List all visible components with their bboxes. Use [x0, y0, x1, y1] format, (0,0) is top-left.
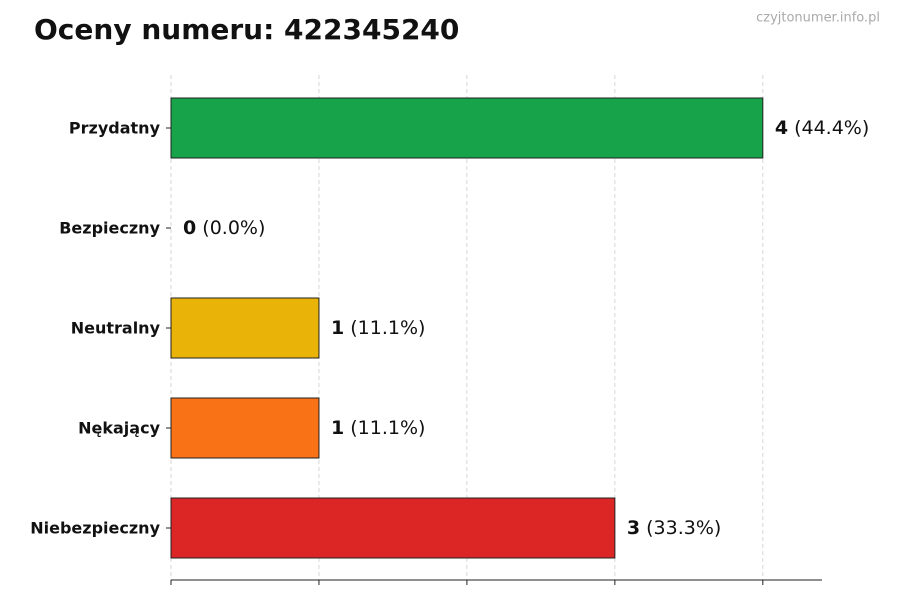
value-percent: (11.1%) — [350, 417, 425, 439]
value-percent: (11.1%) — [350, 317, 425, 339]
bar — [170, 97, 764, 159]
value-number: 3 — [627, 517, 640, 539]
value-number: 1 — [331, 317, 344, 339]
value-label: 1 (11.1%) — [331, 417, 425, 439]
bar — [170, 397, 320, 459]
y-tick-label: Bezpieczny — [59, 219, 160, 238]
value-percent: (44.4%) — [794, 117, 869, 139]
y-tick-label: Nękający — [78, 419, 160, 438]
value-label: 1 (11.1%) — [331, 317, 425, 339]
value-label: 3 (33.3%) — [627, 517, 721, 539]
value-label: 0 (0.0%) — [183, 217, 265, 239]
value-number: 1 — [331, 417, 344, 439]
value-percent: (33.3%) — [646, 517, 721, 539]
y-tick-label: Przydatny — [69, 119, 161, 138]
value-number: 0 — [183, 217, 196, 239]
value-percent: (0.0%) — [202, 217, 265, 239]
bar — [170, 297, 320, 359]
y-tick-label: Niebezpieczny — [30, 519, 160, 538]
value-label: 4 (44.4%) — [775, 117, 869, 139]
y-tick-label: Neutralny — [71, 319, 161, 338]
value-number: 4 — [775, 117, 788, 139]
bar — [170, 497, 616, 559]
chart-title: Oceny numeru: 422345240 — [34, 13, 459, 46]
watermark: czyjtonumer.info.pl — [756, 11, 880, 26]
